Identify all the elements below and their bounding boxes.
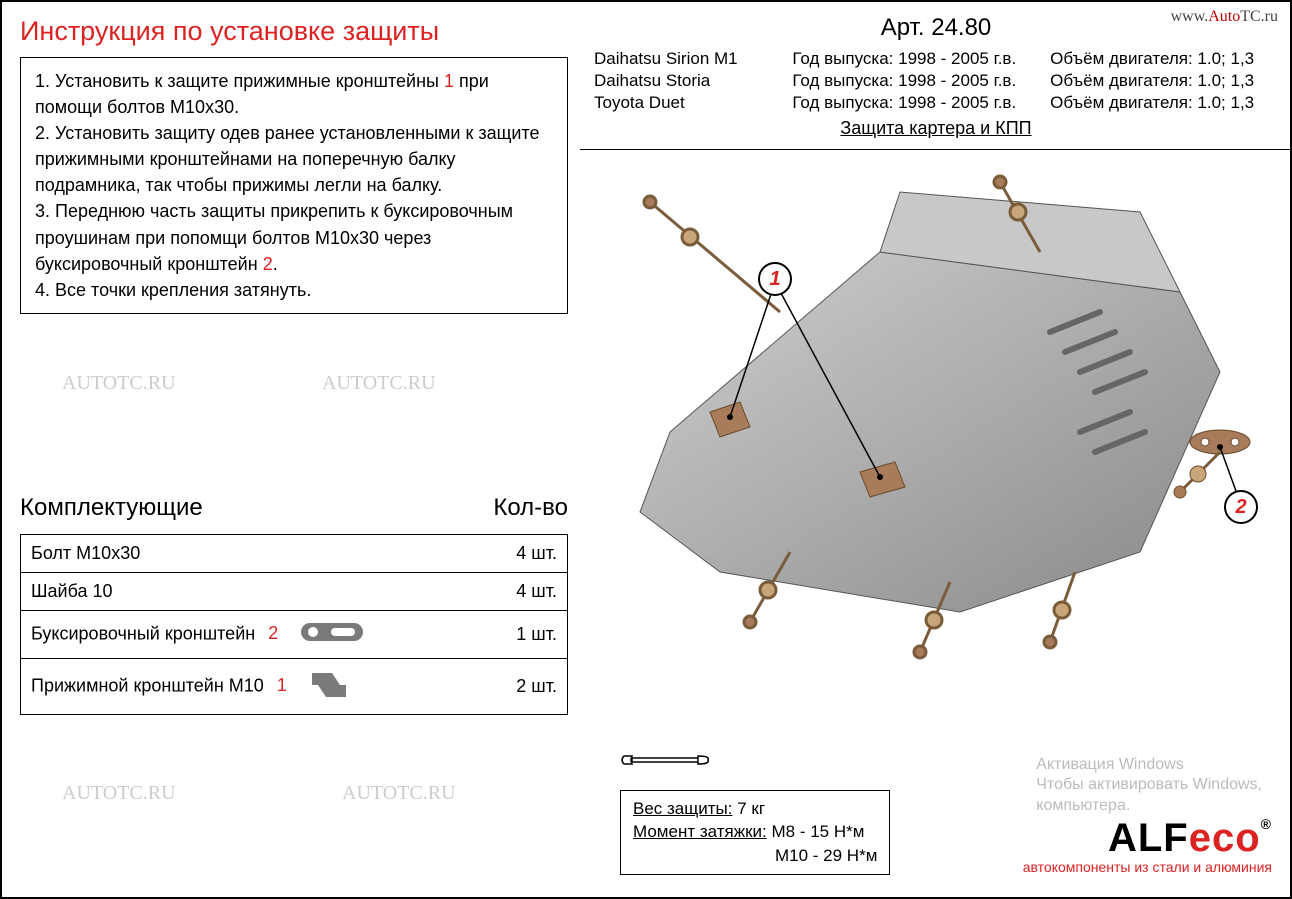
table-row: Болт М10х30 4 шт. [21, 534, 568, 572]
page: www.AutoTC.ru Инструкция по установке за… [0, 0, 1292, 899]
logo-eco: eco [1189, 816, 1261, 860]
vehicle-years: Год выпуска: 1998 - 2005 г.в. [792, 70, 1030, 92]
torque-m10: М10 - 29 Н*м [775, 846, 877, 865]
right-column: Арт. 24.80 Daihatsu Sirion M1 Год выпуск… [580, 2, 1292, 897]
part-name: Прижимной кронштейн М10 [31, 675, 264, 695]
vehicle-engine: Объём двигателя: 1.0; 1,3 [1050, 92, 1278, 114]
exploded-diagram: 1 2 [580, 152, 1292, 712]
table-row: Буксировочный кронштейн 2 1 шт. [21, 610, 568, 658]
callout-2: 2 [1224, 490, 1258, 524]
instructions-box: 1. Установить к защите прижимные кронште… [20, 57, 568, 314]
torque-m8: М8 - 15 Н*м [771, 822, 864, 841]
part-name: Шайба 10 [31, 581, 113, 601]
vehicle-row: Toyota Duet Год выпуска: 1998 - 2005 г.в… [594, 92, 1278, 114]
qty-title: Кол-во [493, 494, 568, 522]
torque-label: Момент затяжки: [633, 822, 767, 841]
weight-value: 7 кг [737, 799, 765, 818]
instruction-step-2: 2. Установить защиту одев ранее установл… [35, 120, 553, 198]
part-name: Болт М10х30 [31, 543, 140, 563]
logo-registered: ® [1261, 816, 1272, 832]
specs-box: Вес защиты: 7 кг Момент затяжки: М8 - 15… [620, 790, 890, 875]
vehicle-engine: Объём двигателя: 1.0; 1,3 [1050, 48, 1278, 70]
article-number: Арт. 24.80 [594, 14, 1278, 42]
faint-watermark: AUTOTC.RU [342, 782, 456, 805]
weight-label: Вес защиты: [633, 799, 732, 818]
vehicle-engine: Объём двигателя: 1.0; 1,3 [1050, 70, 1278, 92]
bracket-icon [297, 619, 367, 650]
part-qty: 4 шт. [478, 534, 568, 572]
vehicle-row: Daihatsu Sirion M1 Год выпуска: 1998 - 2… [594, 48, 1278, 70]
vehicle-info-box: Арт. 24.80 Daihatsu Sirion M1 Год выпуск… [580, 14, 1292, 150]
parts-table: Болт М10х30 4 шт. Шайба 10 4 шт. Буксиро… [20, 534, 568, 715]
document-title: Инструкция по установке защиты [20, 16, 568, 47]
wrench-icon [620, 748, 710, 777]
part-callout-num: 2 [268, 623, 278, 643]
vehicle-years: Год выпуска: 1998 - 2005 г.в. [792, 92, 1030, 114]
parts-title: Комплектующие [20, 494, 203, 522]
instruction-step-4: 4. Все точки крепления затянуть. [35, 277, 553, 303]
windows-activation-watermark: Активация Windows Чтобы активировать Win… [1036, 755, 1262, 817]
part-qty: 4 шт. [478, 572, 568, 610]
callout-1: 1 [758, 262, 792, 296]
part-qty: 2 шт. [478, 658, 568, 714]
vehicle-row: Daihatsu Storia Год выпуска: 1998 - 2005… [594, 70, 1278, 92]
parts-section-titles: Комплектующие Кол-во [20, 494, 568, 522]
shield-svg [580, 152, 1292, 712]
vehicle-years: Год выпуска: 1998 - 2005 г.в. [792, 48, 1030, 70]
brand-logo: ALFeco® автокомпоненты из стали и алюмин… [1023, 816, 1272, 875]
vehicle-model: Daihatsu Sirion M1 [594, 48, 772, 70]
table-row: Шайба 10 4 шт. [21, 572, 568, 610]
part-name: Буксировочный кронштейн [31, 623, 255, 643]
part-qty: 1 шт. [478, 610, 568, 658]
instruction-step-3: 3. Переднюю часть защиты прикрепить к бу… [35, 198, 553, 276]
logo-alf: ALF [1108, 816, 1189, 860]
protection-label: Защита картера и КПП [594, 118, 1278, 139]
vehicle-model: Daihatsu Storia [594, 70, 772, 92]
faint-watermark: AUTOTC.RU [322, 372, 436, 395]
part-callout-num: 1 [277, 675, 287, 695]
faint-watermark: AUTOTC.RU [62, 372, 176, 395]
faint-watermark: AUTOTC.RU [62, 782, 176, 805]
instruction-step-1: 1. Установить к защите прижимные кронште… [35, 68, 553, 120]
clamp-icon [306, 667, 352, 706]
table-row: Прижимной кронштейн М10 1 2 шт. [21, 658, 568, 714]
left-column: Инструкция по установке защиты 1. Устано… [20, 16, 568, 715]
logo-tagline: автокомпоненты из стали и алюминия [1023, 859, 1272, 875]
vehicle-model: Toyota Duet [594, 92, 772, 114]
